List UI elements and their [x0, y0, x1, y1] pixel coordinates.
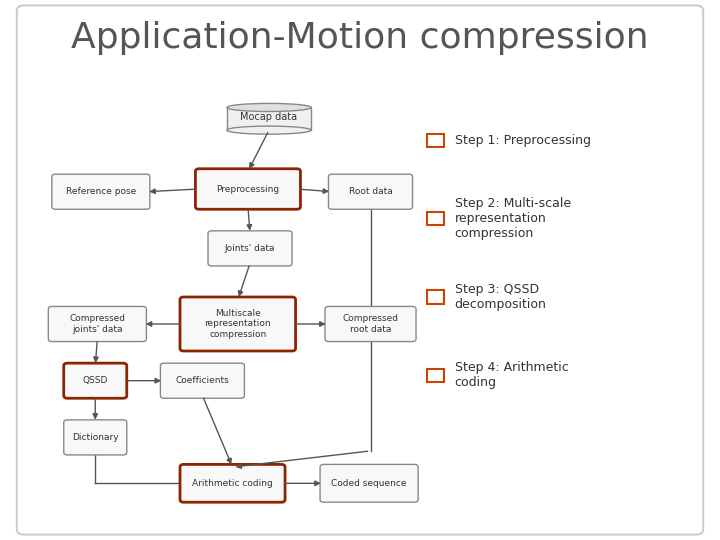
Text: Compressed
joints' data: Compressed joints' data	[69, 314, 125, 334]
Text: Root data: Root data	[348, 187, 392, 196]
Text: Step 3: QSSD
decomposition: Step 3: QSSD decomposition	[454, 283, 546, 311]
FancyBboxPatch shape	[320, 464, 418, 502]
FancyBboxPatch shape	[64, 363, 127, 399]
FancyBboxPatch shape	[17, 5, 703, 535]
Text: Multiscale
representation
compression: Multiscale representation compression	[204, 309, 271, 339]
Text: Coefficients: Coefficients	[176, 376, 229, 385]
FancyBboxPatch shape	[227, 107, 311, 130]
Text: Step 4: Arithmetic
coding: Step 4: Arithmetic coding	[454, 361, 568, 389]
FancyBboxPatch shape	[426, 368, 444, 382]
Text: Preprocessing: Preprocessing	[217, 185, 279, 193]
Text: Arithmetic coding: Arithmetic coding	[192, 479, 273, 488]
FancyBboxPatch shape	[208, 231, 292, 266]
FancyBboxPatch shape	[426, 133, 444, 147]
Text: Coded sequence: Coded sequence	[331, 479, 407, 488]
Text: Step 1: Preprocessing: Step 1: Preprocessing	[454, 134, 590, 147]
FancyBboxPatch shape	[325, 306, 416, 342]
FancyBboxPatch shape	[426, 291, 444, 303]
Text: Step 2: Multi-scale
representation
compression: Step 2: Multi-scale representation compr…	[454, 197, 571, 240]
FancyBboxPatch shape	[48, 306, 146, 342]
Ellipse shape	[227, 103, 311, 111]
Text: Dictionary: Dictionary	[72, 433, 119, 442]
FancyBboxPatch shape	[180, 464, 285, 502]
FancyBboxPatch shape	[161, 363, 244, 399]
Text: Application-Motion compression: Application-Motion compression	[71, 21, 649, 55]
FancyBboxPatch shape	[180, 297, 296, 351]
Text: Compressed
root data: Compressed root data	[343, 314, 398, 334]
Ellipse shape	[227, 126, 311, 134]
Text: Reference pose: Reference pose	[66, 187, 136, 196]
Text: QSSD: QSSD	[83, 376, 108, 385]
FancyBboxPatch shape	[195, 168, 300, 209]
FancyBboxPatch shape	[426, 212, 444, 226]
Text: Joints' data: Joints' data	[225, 244, 275, 253]
Text: Mocap data: Mocap data	[240, 112, 297, 122]
FancyBboxPatch shape	[328, 174, 413, 209]
FancyBboxPatch shape	[52, 174, 150, 209]
FancyBboxPatch shape	[64, 420, 127, 455]
